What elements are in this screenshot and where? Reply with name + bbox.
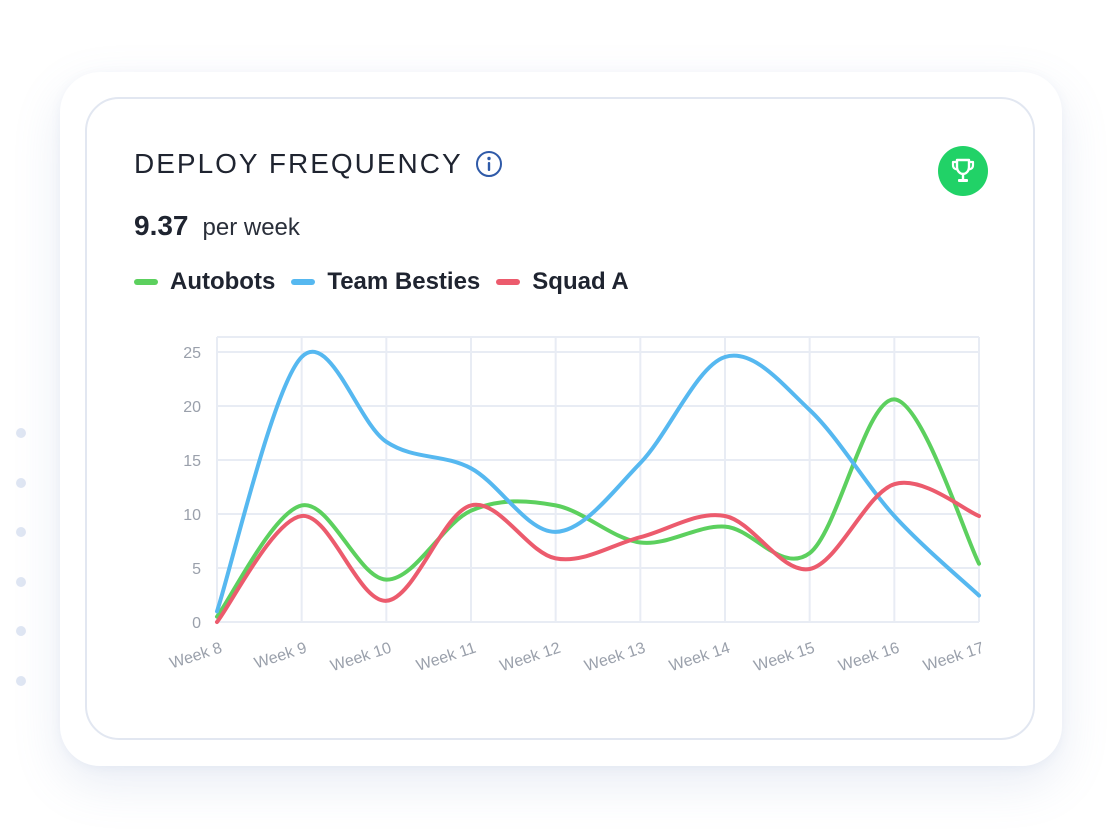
info-icon[interactable] bbox=[475, 150, 503, 178]
dot bbox=[16, 527, 26, 537]
dot bbox=[16, 576, 26, 587]
legend-label: Autobots bbox=[170, 268, 276, 295]
metric-value: 9.37 bbox=[134, 210, 189, 241]
legend-label: Team Besties bbox=[327, 268, 481, 295]
trophy-badge bbox=[938, 146, 988, 196]
dot bbox=[16, 675, 26, 686]
legend-swatch bbox=[291, 279, 316, 285]
legend-item-squad-a[interactable]: Squad A bbox=[496, 268, 629, 296]
metric-card bbox=[85, 97, 1035, 740]
dot bbox=[16, 428, 26, 438]
legend-label: Squad A bbox=[532, 268, 629, 295]
metric-unit: per week bbox=[202, 214, 300, 241]
legend-swatch bbox=[134, 279, 158, 285]
legend-swatch bbox=[496, 279, 521, 285]
dot bbox=[16, 626, 26, 636]
trophy-icon bbox=[951, 158, 975, 182]
chart-legend: Autobots Team Besties Squad A bbox=[134, 266, 645, 298]
side-dots bbox=[16, 428, 28, 725]
card-header: DEPLOY FREQUENCY bbox=[134, 146, 503, 182]
legend-item-team-besties[interactable]: Team Besties bbox=[291, 268, 480, 296]
card-title: DEPLOY FREQUENCY bbox=[134, 148, 463, 179]
metric-summary: 9.37 per week bbox=[134, 210, 300, 250]
legend-item-autobots[interactable]: Autobots bbox=[134, 268, 275, 296]
dot bbox=[16, 477, 26, 488]
